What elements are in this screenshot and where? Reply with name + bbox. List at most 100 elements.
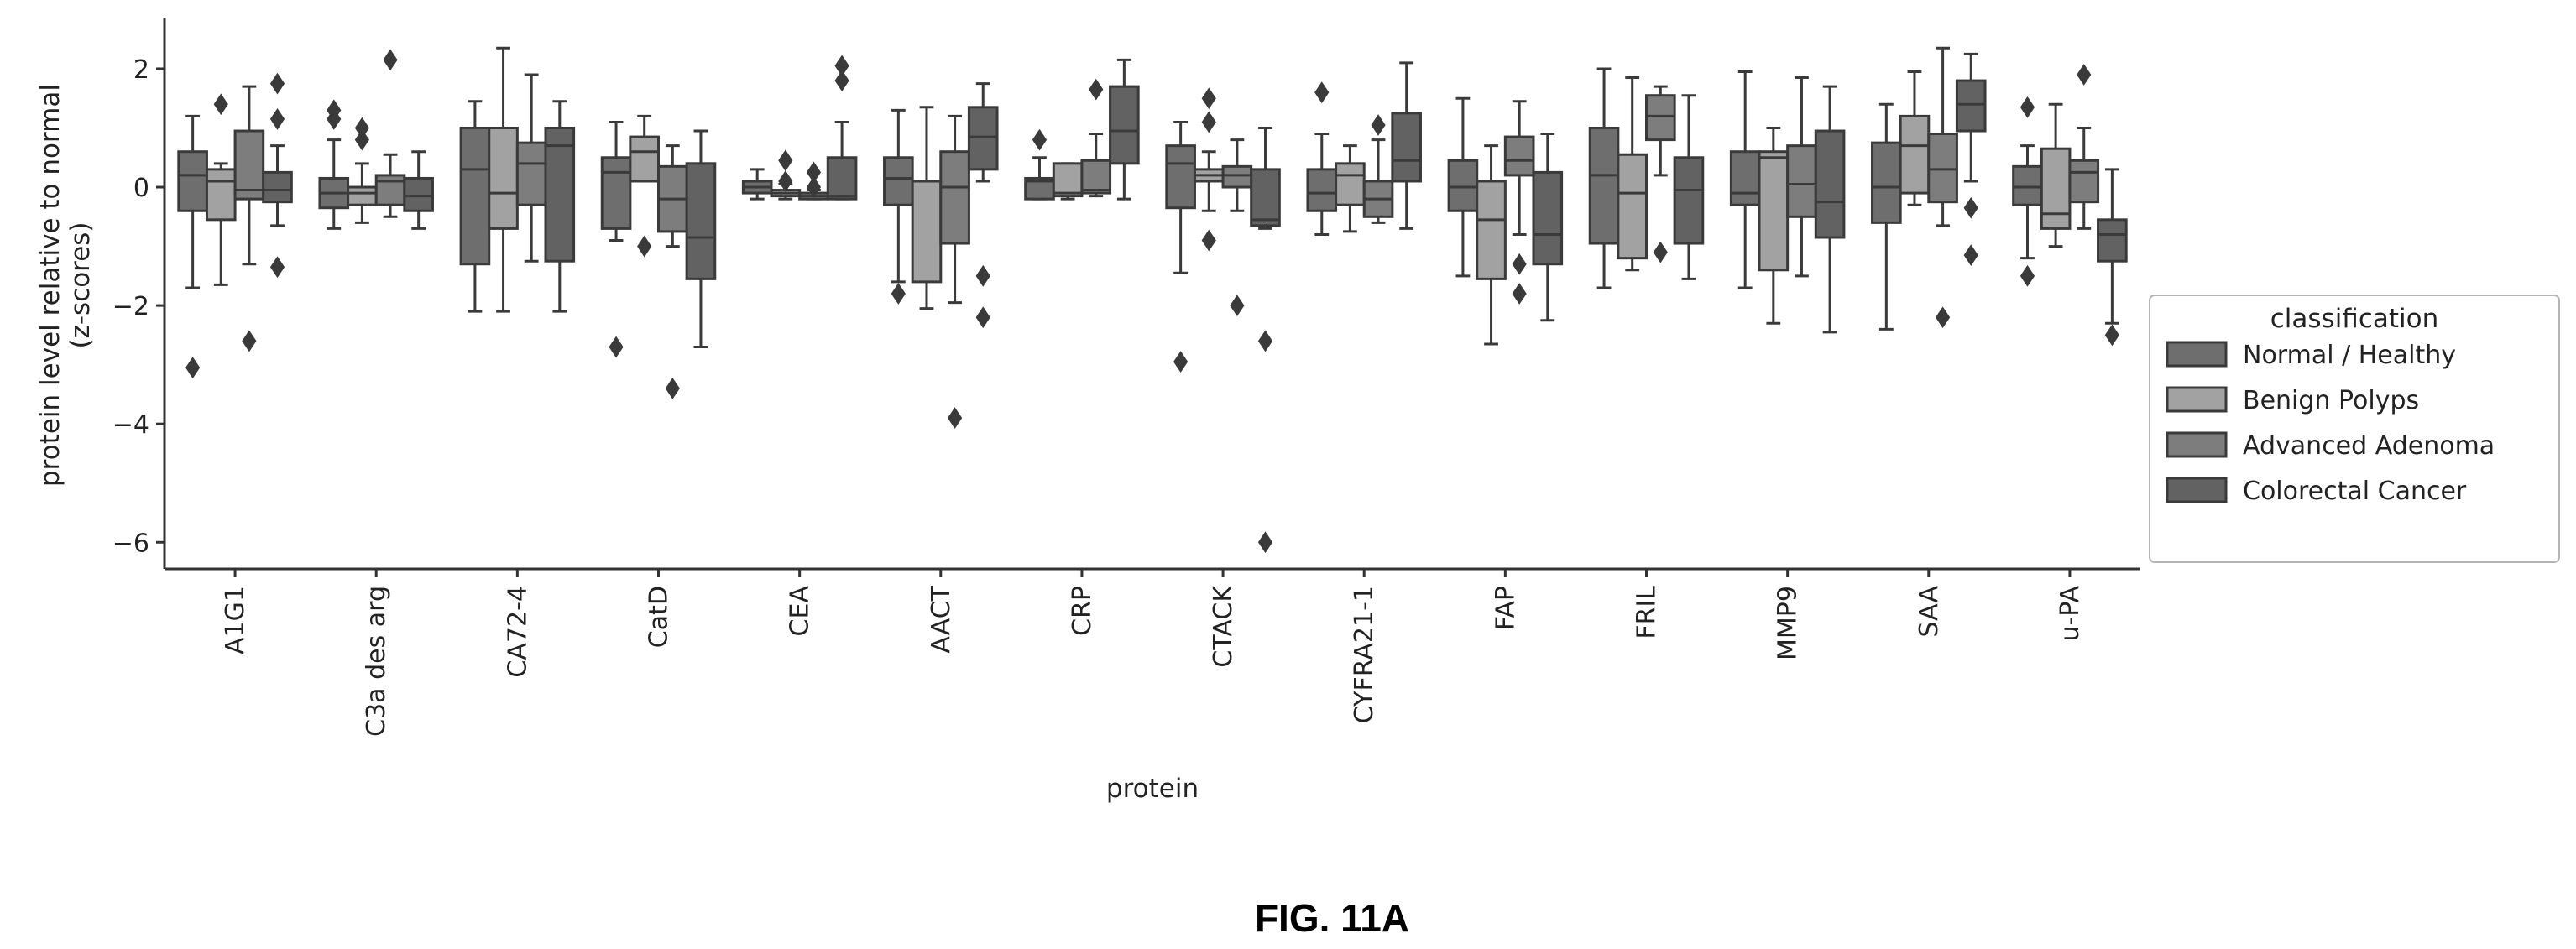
outlier-advanced-adenoma-fap-1 — [1512, 283, 1527, 305]
box-colorectal-cancer-ctack — [1250, 168, 1281, 227]
box-colorectal-cancer-c3a-des-arg — [403, 176, 434, 212]
box-benign-polyps-fril — [1617, 153, 1649, 260]
outlier-advanced-adenoma-a1g1-0 — [242, 330, 257, 352]
y-axis-label-line-1: protein level relative to normal — [35, 84, 65, 487]
box-normal-healthy-mmp9 — [1729, 150, 1761, 206]
x-tick-label-11: MMP9 — [1774, 586, 1803, 660]
x-tick-label-7: CTACK — [1209, 585, 1238, 668]
x-tick-label-1: C3a des arg — [362, 586, 391, 737]
box-advanced-adenoma-fap — [1503, 135, 1535, 177]
box-colorectal-cancer-cyfra21-1 — [1391, 112, 1422, 183]
outlier-benign-polyps-c3a-des-arg-1 — [354, 117, 370, 139]
box-colorectal-cancer-fril — [1673, 156, 1705, 245]
y-tick-label-3: −4 — [112, 410, 149, 440]
outlier-advanced-adenoma-c3a-des-arg-0 — [383, 49, 398, 71]
outlier-colorectal-cancer-a1g1-0 — [269, 72, 285, 95]
x-tick-label-10: FRIL — [1633, 586, 1662, 639]
legend-swatch-normal-healthy — [2166, 341, 2228, 368]
box-advanced-adenoma-u-pa — [2068, 159, 2100, 204]
x-ticks: A1G1 C3a des arg CA72-4 CatD CEA AACT CRP CTACK… — [221, 569, 2085, 737]
x-tick-label-9: FAP — [1491, 586, 1520, 630]
x-tick-label-3: CatD — [645, 586, 674, 648]
outlier-colorectal-cancer-ctack-1 — [1257, 531, 1273, 554]
box-colorectal-cancer-mmp9 — [1814, 129, 1846, 239]
outlier-normal-healthy-a1g1-0 — [185, 357, 201, 379]
box-normal-healthy-ca72-4 — [459, 126, 491, 266]
box-advanced-adenoma-saa — [1927, 133, 1958, 204]
box-colorectal-cancer-crp — [1109, 85, 1140, 165]
outlier-colorectal-cancer-aact-1 — [975, 306, 990, 329]
outlier-advanced-adenoma-aact-0 — [947, 407, 963, 430]
outlier-colorectal-cancer-aact-0 — [975, 264, 990, 287]
legend-swatch-colorectal-cancer — [2166, 477, 2228, 503]
outlier-advanced-adenoma-cyfra21-1-0 — [1371, 114, 1386, 136]
legend-swatch-benign-polyps — [2166, 386, 2228, 413]
x-tick-label-4: CEA — [786, 586, 815, 637]
outlier-benign-polyps-ctack-2 — [1201, 229, 1216, 252]
outlier-benign-polyps-catd-0 — [637, 235, 652, 258]
outlier-benign-polyps-cea-0 — [778, 170, 793, 192]
box-colorectal-cancer-cea — [826, 156, 858, 201]
outlier-colorectal-cancer-saa-0 — [1963, 196, 1978, 219]
y-tick-label-2: −2 — [112, 292, 149, 321]
legend-label-colorectal-cancer: Colorectal Cancer — [2243, 477, 2467, 506]
box-advanced-adenoma-a1g1 — [233, 129, 265, 201]
plot-area — [177, 46, 2128, 554]
box-colorectal-cancer-u-pa — [2097, 218, 2128, 263]
outlier-advanced-adenoma-fap-0 — [1512, 253, 1527, 275]
box-benign-polyps-c3a-des-arg — [347, 185, 378, 206]
box-benign-polyps-aact — [911, 180, 943, 284]
y-axis-label-line-2: (z-scores) — [65, 222, 96, 348]
outlier-colorectal-cancer-saa-1 — [1963, 244, 1978, 267]
outlier-advanced-adenoma-ctack-0 — [1230, 295, 1245, 317]
legend-swatch-advanced-adenoma — [2166, 431, 2228, 458]
box-benign-polyps-crp — [1052, 162, 1084, 198]
x-tick-label-2: CA72-4 — [503, 586, 532, 678]
outlier-normal-healthy-crp-0 — [1032, 128, 1048, 151]
outlier-benign-polyps-a1g1-0 — [213, 93, 228, 116]
legend-frame — [2149, 295, 2560, 563]
box-benign-polyps-fap — [1476, 180, 1507, 280]
x-tick-label-13: u-PA — [2056, 586, 2085, 642]
legend: classification Normal / Healthy Benign Po… — [2149, 295, 2560, 563]
y-tick-label-4: −6 — [112, 529, 149, 558]
outlier-advanced-adenoma-cea-0 — [806, 176, 822, 198]
outlier-normal-healthy-catd-0 — [609, 336, 624, 358]
box-advanced-adenoma-ca72-4 — [515, 141, 547, 206]
legend-entries: Normal / Healthy Benign Polyps Advanced Ad… — [2166, 341, 2495, 506]
series-advanced-adenoma — [233, 46, 2100, 430]
outlier-colorectal-cancer-ctack-0 — [1257, 330, 1273, 352]
outlier-colorectal-cancer-a1g1-2 — [269, 256, 285, 279]
outlier-advanced-adenoma-crp-0 — [1089, 78, 1104, 101]
outlier-colorectal-cancer-u-pa-0 — [2104, 324, 2119, 347]
box-normal-healthy-u-pa — [2012, 164, 2043, 206]
box-normal-healthy-ctack — [1165, 144, 1196, 210]
box-benign-polyps-saa — [1899, 114, 1931, 195]
box-benign-polyps-a1g1 — [205, 168, 237, 222]
x-tick-label-12: SAA — [1915, 586, 1944, 638]
box-advanced-adenoma-mmp9 — [1786, 144, 1817, 218]
box-benign-polyps-cyfra21-1 — [1335, 162, 1366, 206]
outlier-benign-polyps-cea-1 — [778, 149, 793, 172]
box-normal-healthy-a1g1 — [177, 150, 208, 212]
figure-caption: FIG. 11A — [1255, 896, 1409, 940]
axes — [163, 18, 2140, 571]
box-advanced-adenoma-crp — [1080, 159, 1112, 195]
box-colorectal-cancer-a1g1 — [262, 170, 293, 204]
box-benign-polyps-ca72-4 — [488, 126, 519, 230]
outlier-colorectal-cancer-a1g1-1 — [269, 108, 285, 130]
outlier-advanced-adenoma-u-pa-0 — [2077, 64, 2092, 86]
legend-title: classification — [2270, 304, 2439, 334]
outlier-normal-healthy-ctack-0 — [1173, 351, 1189, 373]
series-normal-healthy — [177, 67, 2043, 379]
box-normal-healthy-aact — [883, 156, 914, 206]
box-normal-healthy-cyfra21-1 — [1306, 168, 1338, 212]
box-colorectal-cancer-catd — [685, 162, 717, 280]
box-advanced-adenoma-fril — [1645, 94, 1676, 142]
box-advanced-adenoma-c3a-des-arg — [374, 174, 406, 206]
box-normal-healthy-fril — [1588, 126, 1620, 245]
box-colorectal-cancer-saa — [1955, 79, 1987, 133]
x-axis-label: protein — [1106, 774, 1199, 804]
box-advanced-adenoma-ctack — [1221, 164, 1253, 189]
